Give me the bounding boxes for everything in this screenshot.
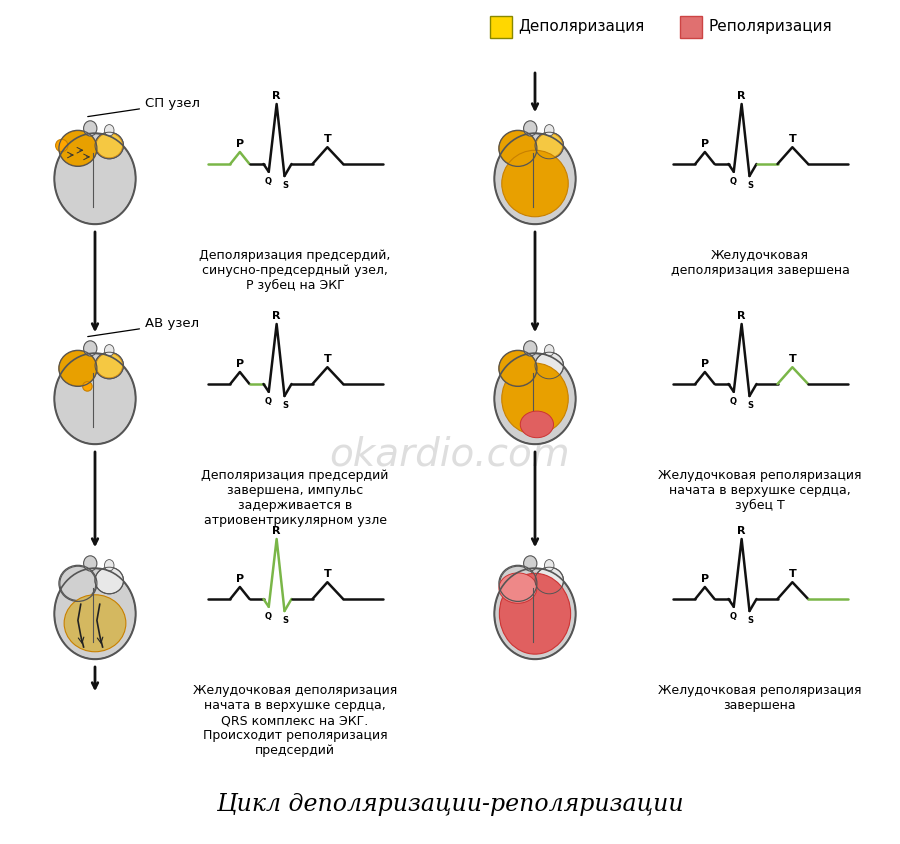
Ellipse shape <box>58 351 97 386</box>
Text: R: R <box>737 526 746 536</box>
Ellipse shape <box>499 573 537 603</box>
Ellipse shape <box>56 139 68 152</box>
Text: Желудочковая реполяризация
завершена: Желудочковая реполяризация завершена <box>658 684 862 712</box>
Text: Цикл деполяризации-реполяризации: Цикл деполяризации-реполяризации <box>216 793 684 815</box>
Ellipse shape <box>104 125 114 136</box>
Text: T: T <box>788 134 796 144</box>
Ellipse shape <box>495 354 575 444</box>
Ellipse shape <box>524 341 537 356</box>
Ellipse shape <box>59 566 96 600</box>
Ellipse shape <box>83 381 92 391</box>
Ellipse shape <box>95 352 123 379</box>
Text: Q: Q <box>265 398 272 406</box>
Text: Желудочковая деполяризация
начата в верхушке сердца,
QRS комплекс на ЭКГ.
Происх: Желудочковая деполяризация начата в верх… <box>193 684 397 757</box>
Text: S: S <box>747 616 753 625</box>
Ellipse shape <box>96 353 122 378</box>
Text: Деполяризация предсердий,
синусно-предсердный узел,
Р зубец на ЭКГ: Деполяризация предсердий, синусно-предсе… <box>199 249 391 292</box>
Text: Q: Q <box>729 177 736 187</box>
Ellipse shape <box>524 556 537 571</box>
Ellipse shape <box>500 351 536 386</box>
Text: P: P <box>701 574 709 584</box>
Text: S: S <box>283 401 288 410</box>
Ellipse shape <box>59 132 96 165</box>
Ellipse shape <box>95 567 123 594</box>
Ellipse shape <box>104 344 114 356</box>
Text: АВ узел: АВ узел <box>87 317 199 337</box>
Ellipse shape <box>95 133 123 159</box>
Text: T: T <box>788 354 796 365</box>
Ellipse shape <box>544 125 554 136</box>
Text: R: R <box>737 91 746 101</box>
Ellipse shape <box>500 566 536 600</box>
Ellipse shape <box>84 121 97 136</box>
Ellipse shape <box>520 411 554 438</box>
Text: okardio.com: okardio.com <box>329 435 571 473</box>
Ellipse shape <box>499 131 537 166</box>
Ellipse shape <box>84 556 97 571</box>
Ellipse shape <box>535 567 563 594</box>
Text: СП узел: СП узел <box>87 98 200 116</box>
Text: P: P <box>236 359 244 369</box>
Text: Деполяризация предсердий
завершена, импульс
задерживается в
атриовентрикулярном : Деполяризация предсердий завершена, импу… <box>202 469 389 527</box>
Text: Q: Q <box>265 612 272 621</box>
Ellipse shape <box>499 351 537 386</box>
Ellipse shape <box>524 121 537 136</box>
Text: Q: Q <box>729 398 736 406</box>
Text: R: R <box>273 526 281 536</box>
Text: S: S <box>747 401 753 410</box>
Ellipse shape <box>502 150 568 217</box>
Ellipse shape <box>502 363 568 435</box>
Text: T: T <box>323 354 331 365</box>
Text: S: S <box>747 181 753 190</box>
Text: R: R <box>737 311 746 321</box>
Ellipse shape <box>500 132 536 165</box>
Ellipse shape <box>55 133 135 224</box>
Ellipse shape <box>64 595 126 652</box>
Ellipse shape <box>495 133 575 224</box>
Ellipse shape <box>495 569 575 659</box>
Ellipse shape <box>96 133 122 158</box>
Ellipse shape <box>104 560 114 571</box>
Text: Желудочковая реполяризация
начата в верхушке сердца,
зубец Т: Желудочковая реполяризация начата в верх… <box>658 469 862 512</box>
Text: P: P <box>701 139 709 149</box>
Text: R: R <box>273 91 281 101</box>
Text: T: T <box>788 569 796 579</box>
Text: Желудочковая
деполяризация завершена: Желудочковая деполяризация завершена <box>670 249 850 277</box>
Text: T: T <box>323 569 331 579</box>
Text: Q: Q <box>265 177 272 187</box>
Ellipse shape <box>59 351 96 386</box>
Ellipse shape <box>84 341 97 356</box>
Text: Реполяризация: Реполяризация <box>708 19 832 35</box>
Text: P: P <box>701 359 709 369</box>
Text: S: S <box>283 616 288 625</box>
Ellipse shape <box>544 344 554 356</box>
Ellipse shape <box>55 354 135 444</box>
Ellipse shape <box>500 573 571 654</box>
Ellipse shape <box>58 131 97 166</box>
Text: S: S <box>283 181 288 190</box>
Ellipse shape <box>544 560 554 571</box>
Bar <box>680 16 702 38</box>
Ellipse shape <box>55 569 135 659</box>
Text: P: P <box>236 574 244 584</box>
Text: R: R <box>273 311 281 321</box>
Text: T: T <box>323 134 331 144</box>
Text: Деполяризация: Деполяризация <box>518 19 644 35</box>
Bar <box>490 16 512 38</box>
Text: Q: Q <box>729 612 736 621</box>
Text: P: P <box>236 139 244 149</box>
Ellipse shape <box>535 133 563 159</box>
Ellipse shape <box>535 352 563 379</box>
Ellipse shape <box>536 133 562 158</box>
